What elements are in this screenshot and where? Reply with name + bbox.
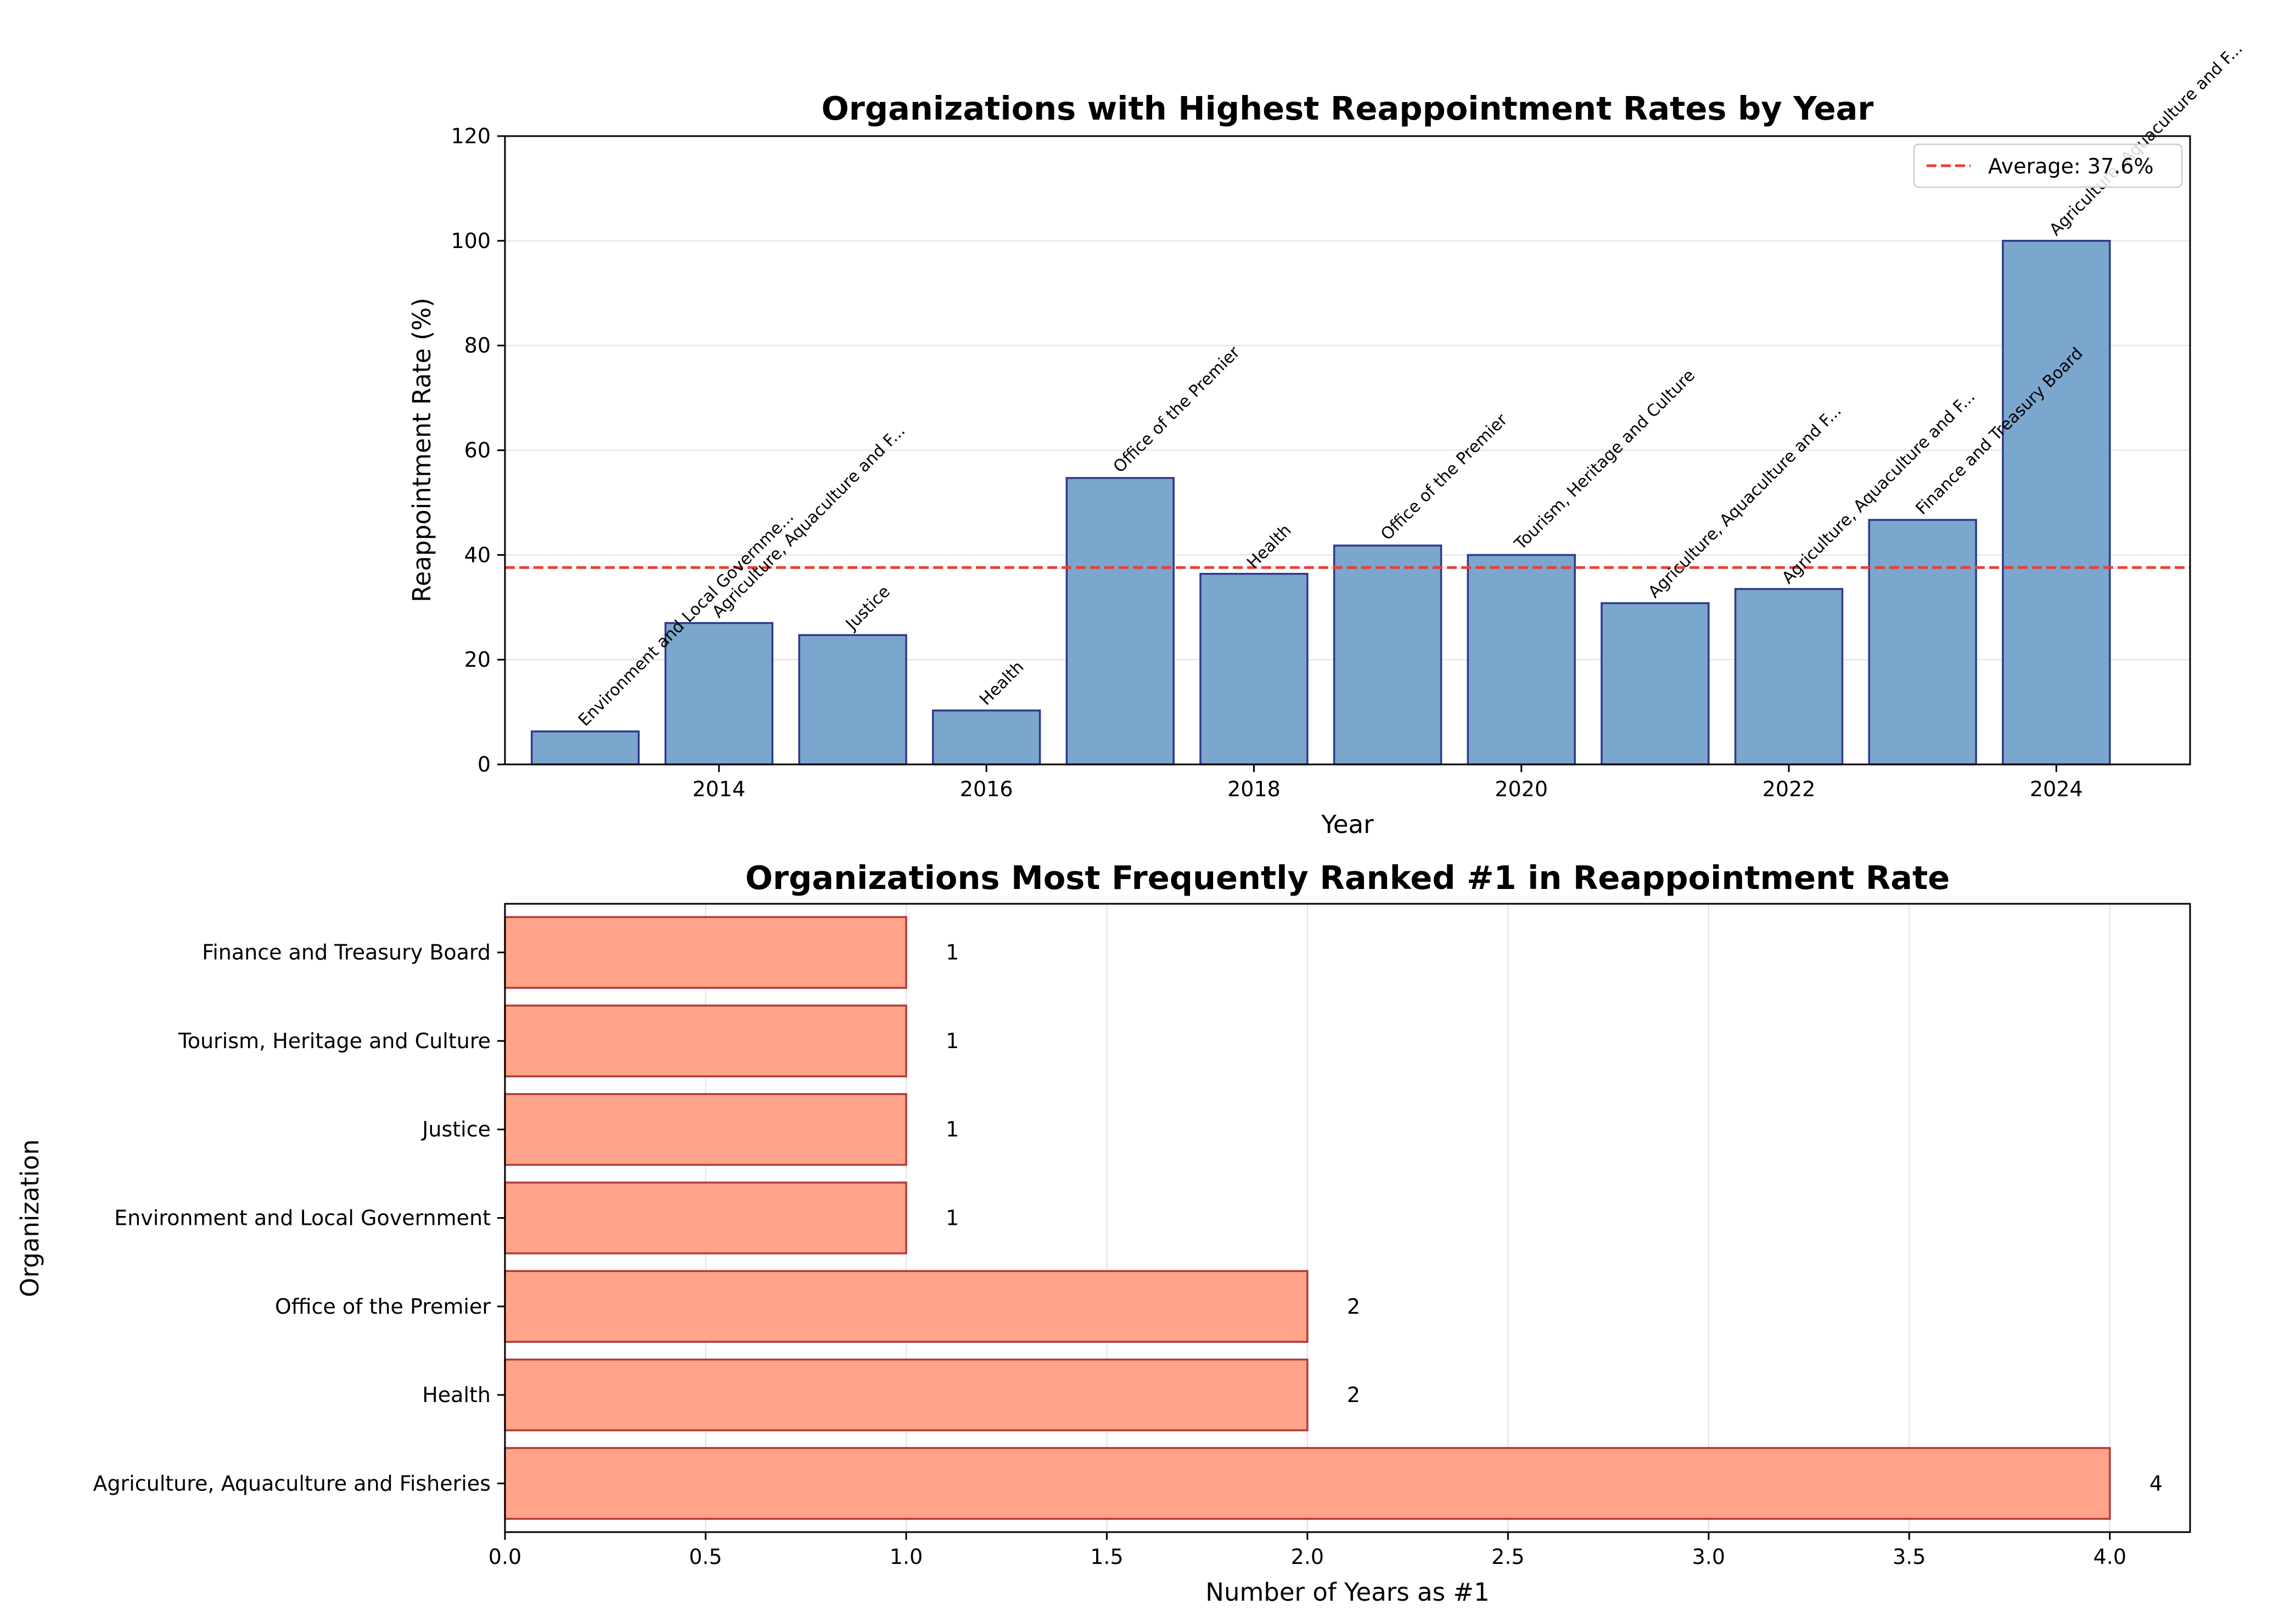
value-label: 1: [946, 1117, 959, 1141]
bar-2015: [798, 634, 907, 766]
y-tick-label: 20: [464, 648, 491, 672]
hbar-5: [504, 1004, 907, 1078]
y-tick-label: 40: [464, 543, 491, 567]
bar-label-2019: Office of the Premier: [1377, 410, 1512, 544]
category-label: Health: [422, 1383, 491, 1407]
top-chart-y-ticks: 0 20 40 60 80 100 120: [451, 124, 505, 776]
hbar-6: [504, 916, 907, 989]
hbar-4: [504, 1093, 907, 1166]
value-label: 1: [946, 1206, 959, 1230]
bar-2018: [1199, 572, 1309, 766]
bottom-chart-x-ticks: 0.0 0.5 1.0 1.5 2.0 2.5 3.0 3.5 4.0: [489, 1532, 2126, 1569]
bar-2021: [1601, 602, 1710, 766]
category-label: Tourism, Heritage and Culture: [178, 1029, 491, 1053]
x-tick-label: 4.0: [2093, 1545, 2126, 1569]
top-chart-x-ticks: 2014 2016 2018 2020 2022 2024: [692, 764, 2083, 801]
top-chart-y-axis-label: Reappointment Rate (%): [407, 297, 436, 602]
x-tick-label: 1.5: [1090, 1545, 1123, 1569]
top-chart-x-axis-label: Year: [1321, 810, 1374, 839]
top-chart: Organizations with Highest Reappointment…: [407, 39, 2247, 839]
x-tick-label: 2016: [960, 777, 1013, 801]
bar-label-2017: Office of the Premier: [1110, 342, 1244, 477]
bottom-chart-value-labels: 4 2 2 1 1 1 1: [946, 941, 2163, 1496]
x-tick-label: 2024: [2030, 777, 2083, 801]
category-label: Office of the Premier: [275, 1294, 491, 1319]
hbar-1: [504, 1358, 1309, 1432]
bar-2016: [931, 709, 1041, 766]
bar-label-2021: Agriculture, Aquaculture and F...: [1644, 401, 1845, 601]
y-tick-label: 60: [464, 438, 491, 463]
bottom-chart-x-axis-label: Number of Years as #1: [1205, 1578, 1489, 1607]
y-tick-label: 0: [478, 752, 491, 776]
bar-2014: [664, 622, 774, 766]
x-tick-label: 2014: [692, 777, 745, 801]
value-label: 1: [946, 941, 959, 965]
y-tick-label: 80: [464, 334, 491, 358]
category-label: Justice: [421, 1117, 491, 1141]
bottom-chart-y-axis-label: Organization: [15, 1139, 44, 1297]
value-label: 2: [1347, 1294, 1360, 1319]
category-label: Finance and Treasury Board: [202, 941, 491, 965]
bar-2017: [1065, 477, 1175, 766]
hbar-0: [504, 1447, 2111, 1520]
bottom-chart-title: Organizations Most Frequently Ranked #1 …: [745, 859, 1950, 897]
x-tick-label: 0.5: [689, 1545, 722, 1569]
bar-2023: [1868, 519, 1977, 766]
value-label: 2: [1347, 1383, 1360, 1407]
bar-2013: [530, 730, 640, 766]
value-label: 4: [2149, 1471, 2163, 1495]
x-tick-label: 2022: [1762, 777, 1816, 801]
y-tick-label: 100: [451, 229, 491, 253]
x-tick-label: 2.5: [1491, 1545, 1524, 1569]
bar-label-2015: Justice: [841, 582, 894, 635]
legend-box: [1913, 143, 2183, 188]
bar-label-2024: Agriculture, Aquaculture and F...: [2046, 39, 2246, 239]
top-chart-title: Organizations with Highest Reappointment…: [821, 89, 1873, 127]
x-tick-label: 3.0: [1692, 1545, 1725, 1569]
value-label: 1: [946, 1029, 959, 1053]
bar-2019: [1333, 544, 1442, 766]
hbar-2: [504, 1270, 1309, 1343]
x-tick-label: 2020: [1495, 777, 1548, 801]
hbar-3: [504, 1181, 907, 1254]
bar-2024: [2002, 240, 2111, 766]
bar-2022: [1734, 588, 1844, 766]
x-tick-label: 2.0: [1291, 1545, 1324, 1569]
bottom-chart-bars: [504, 916, 2111, 1520]
bar-label-2016: Health: [976, 657, 1028, 709]
bar-2020: [1467, 554, 1576, 766]
bottom-chart-y-ticks: Agriculture, Aquaculture and Fisheries He…: [93, 941, 505, 1495]
bar-label-2018: Health: [1243, 521, 1295, 572]
bottom-chart: Organizations Most Frequently Ranked #1 …: [15, 859, 2191, 1607]
top-chart-legend: Average: 37.6%: [1913, 143, 2183, 188]
y-tick-label: 120: [451, 124, 491, 148]
x-tick-label: 3.5: [1893, 1545, 1926, 1569]
category-label: Environment and Local Government: [114, 1206, 491, 1230]
bar-label-2020: Tourism, Heritage and Culture: [1511, 366, 1699, 554]
x-tick-label: 2018: [1227, 777, 1281, 801]
x-tick-label: 1.0: [890, 1545, 923, 1569]
category-label: Agriculture, Aquaculture and Fisheries: [93, 1471, 491, 1495]
legend-average-label: Average: 37.6%: [1988, 154, 2154, 178]
top-chart-bars: [530, 240, 2111, 766]
x-tick-label: 0.0: [489, 1545, 521, 1569]
